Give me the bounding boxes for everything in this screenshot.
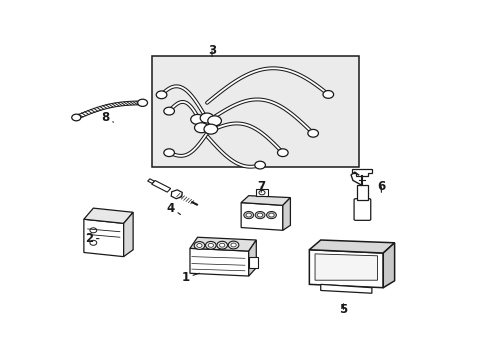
Circle shape <box>190 114 204 125</box>
Circle shape <box>255 211 264 219</box>
FancyBboxPatch shape <box>256 189 267 196</box>
Polygon shape <box>241 203 282 230</box>
Text: 2: 2 <box>85 232 99 245</box>
Circle shape <box>244 211 253 219</box>
Circle shape <box>307 129 318 137</box>
Text: 1: 1 <box>182 271 199 284</box>
Circle shape <box>163 107 174 115</box>
Circle shape <box>217 241 227 249</box>
Polygon shape <box>123 212 133 257</box>
Circle shape <box>196 244 202 247</box>
Polygon shape <box>351 169 371 176</box>
Polygon shape <box>84 208 133 223</box>
Circle shape <box>200 113 213 123</box>
Circle shape <box>277 149 287 157</box>
Circle shape <box>194 123 208 133</box>
FancyBboxPatch shape <box>152 56 358 167</box>
Circle shape <box>219 243 224 247</box>
Circle shape <box>207 116 221 126</box>
Polygon shape <box>314 254 377 280</box>
Circle shape <box>257 213 262 217</box>
Circle shape <box>266 211 276 219</box>
Polygon shape <box>147 179 154 184</box>
Polygon shape <box>189 237 256 251</box>
Polygon shape <box>320 284 371 293</box>
Text: 6: 6 <box>376 180 385 193</box>
Circle shape <box>208 243 213 247</box>
Text: 3: 3 <box>207 45 216 58</box>
Circle shape <box>228 241 238 249</box>
Text: 8: 8 <box>102 111 113 124</box>
Circle shape <box>72 114 81 121</box>
Polygon shape <box>383 243 394 288</box>
Polygon shape <box>241 195 290 205</box>
Polygon shape <box>309 250 383 288</box>
Circle shape <box>90 228 97 233</box>
Circle shape <box>163 149 174 157</box>
Circle shape <box>90 240 97 245</box>
Polygon shape <box>248 240 256 276</box>
FancyBboxPatch shape <box>248 257 258 268</box>
Circle shape <box>156 91 166 99</box>
Circle shape <box>138 99 147 107</box>
Circle shape <box>205 242 216 249</box>
FancyBboxPatch shape <box>353 199 370 220</box>
Circle shape <box>203 124 217 134</box>
Text: 4: 4 <box>166 202 180 215</box>
Polygon shape <box>282 198 290 230</box>
Text: 5: 5 <box>339 303 347 316</box>
Polygon shape <box>171 190 182 199</box>
Text: 7: 7 <box>257 180 265 193</box>
Polygon shape <box>189 248 248 276</box>
Circle shape <box>230 243 236 247</box>
Circle shape <box>259 190 264 195</box>
Polygon shape <box>84 219 123 257</box>
Polygon shape <box>151 180 170 192</box>
Circle shape <box>194 242 204 249</box>
Circle shape <box>254 161 265 169</box>
Circle shape <box>245 213 251 217</box>
Circle shape <box>268 213 274 217</box>
Circle shape <box>323 91 333 98</box>
Polygon shape <box>309 240 394 253</box>
FancyBboxPatch shape <box>356 185 367 200</box>
